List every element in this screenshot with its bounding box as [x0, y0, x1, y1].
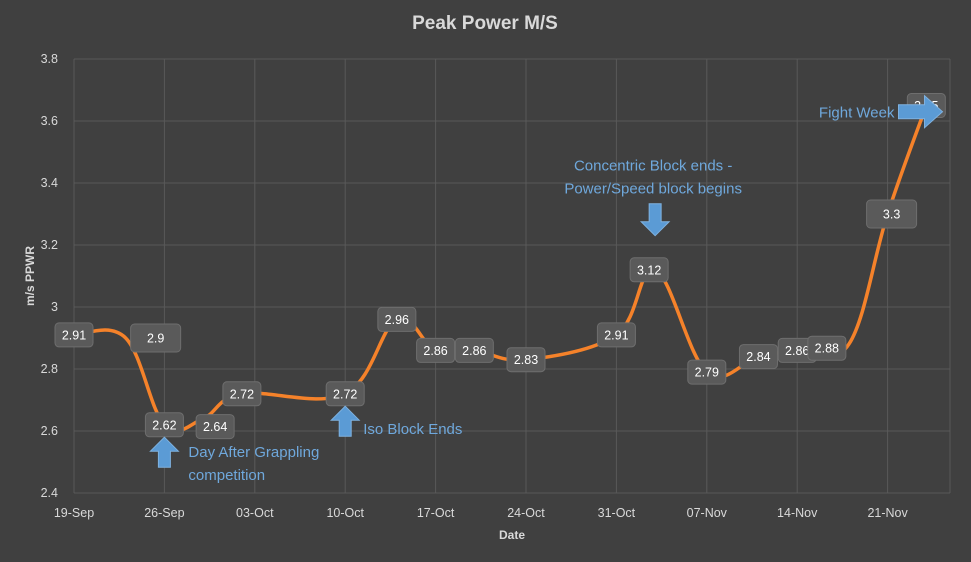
- data-label: 2.83: [506, 347, 546, 373]
- data-label-text: 2.72: [333, 387, 357, 401]
- data-label-text: 2.91: [62, 328, 86, 342]
- y-tick-label: 2.8: [41, 362, 58, 376]
- annotation: Fight Week: [819, 94, 944, 129]
- annotation-text: Fight Week: [819, 105, 895, 122]
- annotation-text: Concentric Block ends -: [574, 158, 732, 175]
- data-label-text: 2.79: [695, 366, 719, 380]
- x-axis-ticks: 19-Sep 26-Sep 03-Oct 10-Oct 17-Oct 24-Oct 31-O…: [54, 506, 909, 520]
- data-label-text: 2.62: [152, 418, 176, 432]
- arrow-up-icon: [329, 405, 361, 437]
- x-tick-label: 24-Oct: [507, 506, 545, 520]
- data-label-box: [866, 199, 918, 229]
- data-label: 2.91: [54, 322, 94, 348]
- data-label: 3.12: [629, 257, 669, 283]
- y-tick-label: 3.8: [41, 52, 58, 66]
- x-tick-label: 21-Nov: [867, 506, 908, 520]
- data-label-text: 2.96: [385, 313, 409, 327]
- data-label-box: [629, 257, 669, 283]
- data-label-box: [454, 337, 494, 363]
- data-label: 2.86: [454, 337, 494, 363]
- y-tick-label: 3.4: [41, 176, 58, 190]
- annotation: Day After Grappling competition: [149, 436, 319, 484]
- data-label-text: 2.86: [423, 344, 447, 358]
- y-axis-label: m/s PPWR: [23, 246, 37, 306]
- arrow-up-icon: [149, 436, 180, 468]
- x-tick-label: 10-Oct: [326, 506, 364, 520]
- data-label-box: [195, 414, 235, 440]
- data-label: 2.91: [596, 322, 636, 348]
- annotation: Iso Block Ends: [329, 405, 462, 438]
- data-label-box: [416, 337, 456, 363]
- y-tick-label: 3.6: [41, 114, 58, 128]
- y-axis-ticks: 2.4 2.6 2.8 3 3.2 3.4 3.6 3.8: [41, 52, 58, 500]
- x-tick-label: 17-Oct: [417, 506, 455, 520]
- data-label-box: [738, 344, 778, 370]
- data-label-box: [506, 347, 546, 373]
- data-label: 2.9: [130, 323, 182, 353]
- data-label-text: 2.9: [147, 332, 164, 346]
- data-label-text: 2.64: [203, 420, 227, 434]
- data-label-box: [54, 322, 94, 348]
- x-tick-label: 03-Oct: [236, 506, 274, 520]
- data-label-box: [222, 381, 262, 407]
- data-label-text: 2.86: [462, 344, 486, 358]
- x-tick-label: 26-Sep: [144, 506, 184, 520]
- annotation: Concentric Block ends - Power/Speed block…: [564, 158, 742, 237]
- data-label: 2.88: [807, 335, 847, 361]
- data-label-box: [807, 335, 847, 361]
- data-label: 2.86: [416, 337, 456, 363]
- data-label-text: 3.12: [637, 263, 661, 277]
- data-label: 2.62: [144, 412, 184, 438]
- x-tick-label: 07-Nov: [687, 506, 728, 520]
- annotation-text: Power/Speed block begins: [564, 181, 742, 198]
- data-label-text: 3.3: [883, 208, 900, 222]
- arrow-right-icon: [898, 94, 944, 129]
- annotation-text: competition: [188, 467, 265, 484]
- data-label-box: [377, 306, 417, 332]
- data-label-text: 2.72: [230, 387, 254, 401]
- arrow-down-icon: [639, 203, 671, 237]
- annotations: Day After Grappling competition Iso Block …: [149, 94, 944, 484]
- data-label-box: [687, 359, 727, 385]
- x-tick-label: 19-Sep: [54, 506, 94, 520]
- data-label: 2.96: [377, 306, 417, 332]
- data-label: 2.64: [195, 414, 235, 440]
- data-label: 3.3: [866, 199, 918, 229]
- data-label: 2.86: [777, 337, 817, 363]
- data-label: 2.84: [738, 344, 778, 370]
- y-tick-label: 3.2: [41, 238, 58, 252]
- chart-title: Peak Power M/S: [412, 13, 558, 34]
- annotation-text: Day After Grappling: [188, 444, 319, 461]
- annotation-text: Iso Block Ends: [363, 421, 462, 438]
- x-tick-label: 14-Nov: [777, 506, 818, 520]
- data-label: 2.72: [222, 381, 262, 407]
- data-label: 2.79: [687, 359, 727, 385]
- data-label-text: 2.88: [815, 342, 839, 356]
- y-tick-label: 2.4: [41, 486, 58, 500]
- data-label-text: 2.83: [514, 353, 538, 367]
- y-tick-label: 3: [51, 300, 58, 314]
- data-label-box: [596, 322, 636, 348]
- data-label-box: [130, 323, 182, 353]
- data-label-text: 2.84: [746, 350, 770, 364]
- y-tick-label: 2.6: [41, 424, 58, 438]
- gridlines: [73, 58, 951, 494]
- data-label-text: 2.91: [604, 328, 628, 342]
- x-axis-label: Date: [499, 528, 525, 542]
- x-tick-label: 31-Oct: [598, 506, 636, 520]
- data-label-text: 2.86: [785, 344, 809, 358]
- data-label: 2.72: [325, 381, 365, 407]
